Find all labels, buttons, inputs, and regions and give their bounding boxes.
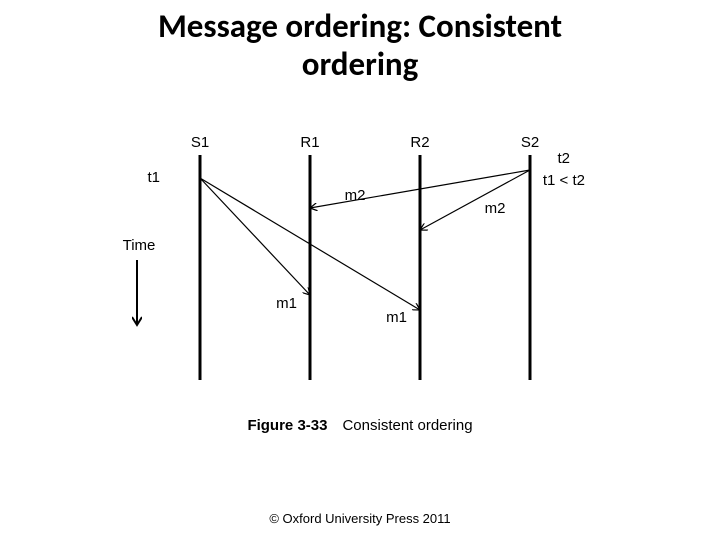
message-label-s2_r1_m2: m2 — [345, 187, 366, 204]
title-line-1: Message ordering: Consistent — [158, 6, 562, 46]
lifeline-label-S2: S2 — [521, 134, 539, 151]
messages: m1 m1 m2 m2 — [200, 170, 530, 326]
message-s1_r1_m1 — [200, 178, 310, 295]
caption-bold: Figure 3-33 — [247, 417, 327, 434]
side-label-t1: t1 — [147, 169, 160, 186]
lifeline-label-R2: R2 — [410, 134, 429, 151]
message-label-s2_r2_m2: m2 — [485, 200, 506, 217]
message-label-s1_r1_m1: m1 — [276, 295, 297, 312]
side-label-Time: Time — [123, 237, 156, 254]
side-label-ord: t1 < t2 — [543, 172, 585, 189]
title-line-2: ordering — [302, 44, 419, 84]
message-label-s1_r2_m1: m1 — [386, 309, 407, 326]
copyright-footer: © Oxford University Press 2011 — [0, 511, 720, 526]
lifeline-label-S1: S1 — [191, 134, 209, 151]
lifeline-label-R1: R1 — [300, 134, 319, 151]
slide-title: Message ordering: Consistent ordering — [0, 8, 720, 84]
side-label-t2: t2 — [557, 150, 570, 167]
figure-caption: Figure 3-33 Consistent ordering — [247, 417, 472, 434]
lifelines: S1 R1 R2 S2 — [191, 134, 539, 380]
ordering-diagram: S1 R1 R2 S2 m1 m1 m2 m2 t1 Time t2 t1 < t2 Figure… — [115, 130, 605, 460]
caption-desc: Consistent ordering — [327, 417, 472, 434]
